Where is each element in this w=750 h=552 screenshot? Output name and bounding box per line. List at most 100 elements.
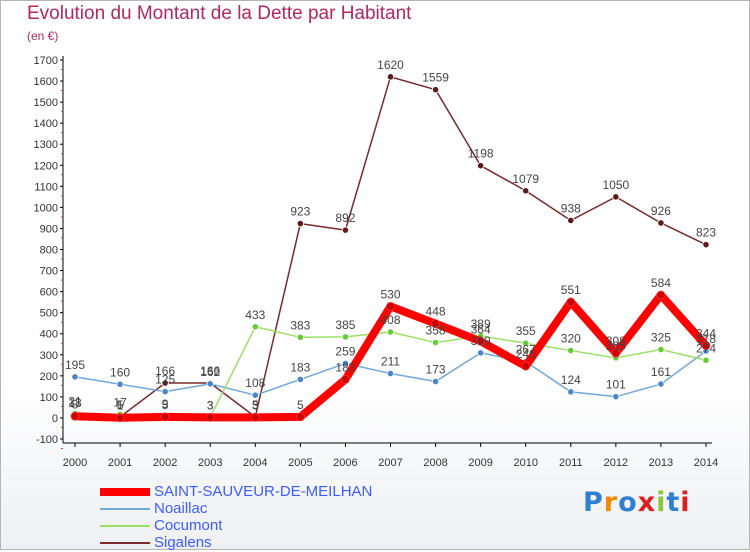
data-point xyxy=(295,412,305,422)
data-label: 161 xyxy=(651,365,671,379)
data-label: 17 xyxy=(113,395,127,409)
data-point xyxy=(296,220,304,228)
data-point xyxy=(522,187,530,195)
x-tick-label: 2013 xyxy=(649,457,673,469)
legend-label: Noaillac xyxy=(154,500,208,517)
data-label: 5 xyxy=(297,398,304,412)
data-label: 3 xyxy=(207,398,214,412)
legend-swatch xyxy=(100,508,150,510)
data-label: 195 xyxy=(65,358,85,372)
data-label: 285 xyxy=(606,339,626,353)
data-label: 383 xyxy=(290,318,310,332)
data-point xyxy=(386,369,395,378)
data-label: 1 xyxy=(117,399,124,413)
data-label: 344 xyxy=(696,327,716,341)
data-point xyxy=(477,349,485,357)
data-label: 173 xyxy=(426,363,446,377)
data-label: 926 xyxy=(651,204,671,218)
data-label: 892 xyxy=(335,211,355,225)
data-label: 355 xyxy=(516,324,536,338)
x-tick-label: 2012 xyxy=(604,457,628,469)
y-tick-label: 600 xyxy=(40,287,58,299)
data-label: 8 xyxy=(72,397,79,411)
data-label: 530 xyxy=(380,287,400,301)
data-point xyxy=(296,333,304,341)
data-label: 308 xyxy=(606,334,626,348)
data-point xyxy=(431,338,440,347)
data-point xyxy=(522,339,530,347)
proxiti-logo: Proxiti xyxy=(583,487,691,518)
data-label: 13 xyxy=(68,396,82,410)
x-tick-label: 2004 xyxy=(243,457,267,469)
x-tick-label: 2014 xyxy=(694,457,718,469)
data-point xyxy=(431,86,440,94)
data-label: 318 xyxy=(696,332,716,346)
data-point xyxy=(431,319,440,329)
data-label: 1620 xyxy=(377,58,404,72)
data-label: 160 xyxy=(110,365,130,379)
line-chart: -100 0 100 200 300 400 500 600 700 800 900 1000 1100… xyxy=(34,55,719,469)
data-point xyxy=(612,393,620,401)
data-point xyxy=(160,412,170,422)
data-point xyxy=(341,375,350,384)
data-point xyxy=(386,73,395,81)
data-label: 166 xyxy=(200,364,220,378)
x-tick-label: 2003 xyxy=(198,457,222,469)
data-label: 358 xyxy=(426,324,446,338)
data-point xyxy=(205,412,215,422)
x-tick-label: 2005 xyxy=(288,457,312,469)
x-tick-label: 2008 xyxy=(423,457,447,469)
data-label: 108 xyxy=(245,376,265,390)
data-label: 5 xyxy=(117,398,124,412)
data-point xyxy=(206,380,214,388)
data-label: 259 xyxy=(335,344,355,358)
data-label: 3 xyxy=(207,398,214,412)
data-point xyxy=(611,348,621,358)
data-label: 1079 xyxy=(512,172,539,186)
data-point xyxy=(702,241,710,249)
data-point xyxy=(656,290,666,300)
legend-swatch xyxy=(100,525,150,527)
data-label: 101 xyxy=(606,378,626,392)
data-label: 246 xyxy=(516,347,536,361)
data-label: 3 xyxy=(252,398,259,412)
data-point xyxy=(251,323,259,331)
data-label: 938 xyxy=(561,201,581,215)
data-point xyxy=(657,380,665,388)
data-label: 166 xyxy=(155,364,175,378)
y-tick-label: 1600 xyxy=(34,76,58,88)
data-point xyxy=(567,216,575,225)
data-point xyxy=(341,333,350,341)
x-tick-label: 2009 xyxy=(468,457,492,469)
data-point xyxy=(567,388,575,396)
legend-label: Cocumont xyxy=(154,517,223,534)
data-label: 309 xyxy=(471,334,491,348)
data-point xyxy=(251,391,259,399)
data-point xyxy=(341,359,350,368)
legend-label: SAINT-SAUVEUR-DE-MEILHAN xyxy=(154,483,373,500)
data-point xyxy=(161,388,169,396)
data-point xyxy=(296,375,304,384)
y-tick-label: 1700 xyxy=(34,55,58,67)
data-point xyxy=(477,162,485,170)
data-label: 124 xyxy=(561,373,581,387)
data-point xyxy=(341,226,350,234)
y-tick-label: 1500 xyxy=(34,97,58,109)
data-label: 1559 xyxy=(422,71,449,85)
legend-label: Sigalens xyxy=(154,534,212,551)
y-tick-label: -100 xyxy=(36,434,58,446)
data-point xyxy=(657,219,665,227)
data-label: 274 xyxy=(696,341,716,355)
x-tick-label: 2010 xyxy=(513,457,537,469)
data-point xyxy=(161,379,169,387)
data-label: 125 xyxy=(155,373,175,387)
data-point xyxy=(116,380,124,388)
legend-swatch xyxy=(100,542,150,544)
x-tick-label: 2011 xyxy=(559,457,583,469)
data-point xyxy=(386,301,395,311)
data-point xyxy=(70,411,80,421)
data-label: 1198 xyxy=(468,147,494,161)
data-point xyxy=(250,412,260,422)
x-tick-label: 2001 xyxy=(108,457,132,469)
y-tick-label: 700 xyxy=(40,266,58,278)
